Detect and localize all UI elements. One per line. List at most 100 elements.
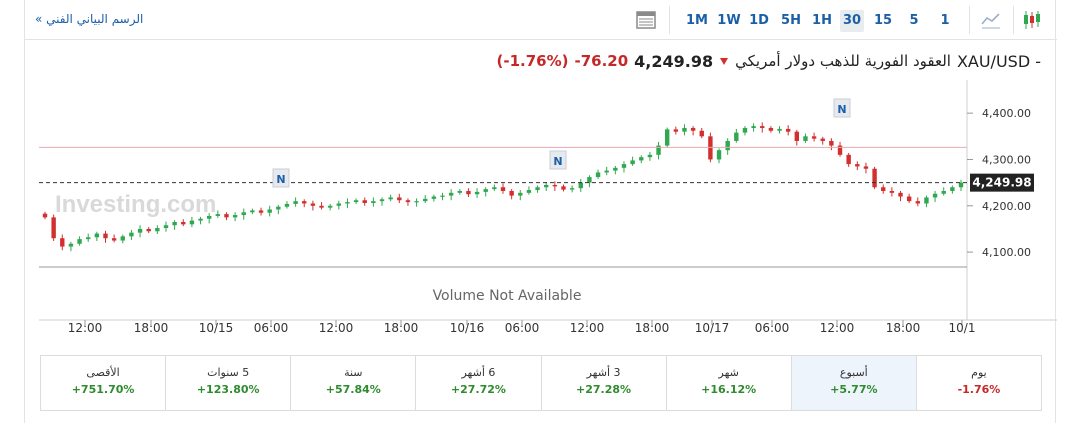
timeframe-1w[interactable]: 1W (717, 13, 741, 28)
candle-body (319, 205, 324, 208)
candles (42, 122, 964, 252)
performance-bar: الأقصى +751.70% 5 سنوات +123.80% سنة +57.84% 6… (40, 355, 1042, 411)
candle-body (155, 228, 160, 232)
x-tick-label: 10/15 (199, 321, 234, 335)
candle-body (103, 233, 108, 239)
candle-body (544, 184, 549, 188)
candle-body (353, 200, 359, 203)
y-tick-label: 4,200.00 (982, 200, 1031, 213)
timeframe-1[interactable]: 1 (940, 13, 950, 28)
candle-body (742, 127, 748, 133)
candle-body (276, 206, 281, 210)
performance-cell[interactable]: يوم -1.76% (917, 356, 1041, 410)
candle-body (198, 218, 203, 221)
y-axis: 4,400.00 4,300.00 4,200.00 4,100.00 (967, 107, 1031, 259)
candle-body (561, 186, 566, 190)
performance-cell[interactable]: 5 سنوات +123.80% (166, 356, 292, 410)
performance-value: -1.76% (957, 383, 1001, 396)
candle-body (302, 201, 307, 204)
candle-body (578, 182, 583, 189)
performance-period-label: شهر (718, 366, 739, 379)
candle-body (604, 170, 609, 173)
news-marker-label: N (553, 155, 562, 168)
volume-not-available: Volume Not Available (433, 288, 582, 304)
news-marker-label: N (276, 173, 285, 186)
performance-value: +57.84% (325, 383, 381, 396)
change-percent: (-1.76%) (496, 52, 569, 70)
performance-value: +16.12% (701, 383, 757, 396)
candle-body (846, 154, 851, 165)
line-chart-icon[interactable] (980, 9, 1002, 31)
candle-body (250, 210, 255, 213)
candle-body (863, 166, 869, 169)
candle-body (94, 233, 100, 238)
candle-body (639, 157, 644, 161)
x-tick-label: 18:00 (384, 321, 419, 335)
instrument-name: العقود الفورية للذهب دولار أمريكي (735, 52, 951, 70)
x-tick-label: 18:00 (134, 321, 169, 335)
candle-body (232, 215, 238, 218)
performance-cell[interactable]: أسبوع +5.77% (791, 356, 917, 410)
candle-body (267, 209, 272, 213)
candle-body (552, 184, 558, 187)
performance-period-label: يوم (971, 366, 987, 379)
candle-body (86, 237, 91, 240)
candle-body (526, 190, 532, 193)
timeframe-15[interactable]: 15 (873, 13, 893, 28)
table-icon[interactable] (635, 9, 657, 31)
candle-body (881, 187, 886, 191)
performance-period-label: 5 سنوات (207, 366, 250, 379)
timeframe-1h[interactable]: 1H (812, 13, 832, 28)
candle-body (932, 193, 938, 198)
candle-body (362, 200, 367, 204)
candle-body (500, 187, 506, 191)
candle-body (837, 145, 843, 155)
candlestick-icon[interactable] (1021, 9, 1043, 31)
candle-body (51, 217, 56, 239)
candle-body (336, 203, 342, 206)
timeframe-5h[interactable]: 5H (781, 13, 801, 28)
candle-body (414, 201, 419, 203)
timeframe-1d[interactable]: 1D (749, 13, 769, 28)
candle-body (950, 187, 955, 191)
candle-body (872, 168, 877, 188)
change-value: -76.20 (574, 52, 629, 70)
last-price-label: 4,249.98 (972, 176, 1031, 190)
timeframe-1m[interactable]: 1M (686, 13, 708, 28)
candle-body (941, 190, 946, 194)
candle-body (760, 126, 765, 128)
technical-chart-link[interactable]: الرسم البياني الفني » (35, 12, 144, 26)
candle-body (129, 232, 134, 237)
reference-lines: 4,249.98 (39, 146, 1034, 192)
performance-cell[interactable]: شهر +16.12% (667, 356, 792, 410)
performance-value: +27.28% (576, 383, 632, 396)
candle-body (492, 187, 497, 190)
candle-body (457, 190, 462, 193)
candle-body (699, 130, 704, 137)
candle-body (535, 187, 540, 191)
candle-body (241, 212, 246, 216)
performance-cell[interactable]: 6 أشهر +27.72% (416, 356, 542, 410)
candle-body (77, 239, 82, 244)
timeframe-5[interactable]: 5 (909, 13, 919, 28)
x-tick-label: 12:00 (570, 321, 605, 335)
candle-body (682, 127, 687, 132)
candle-body (829, 140, 834, 146)
candle-body (405, 200, 411, 203)
candle-body (163, 225, 169, 229)
candle-body (397, 197, 402, 201)
news-markers: N N N (272, 98, 851, 188)
candle-body (60, 238, 65, 247)
performance-cell[interactable]: سنة +57.84% (291, 356, 417, 410)
candle-body (664, 129, 670, 146)
candle-body (915, 201, 920, 204)
performance-cell[interactable]: الأقصى +751.70% (41, 356, 167, 410)
price-chart[interactable]: Investing.com 4,249.98 N N N 4,400.00 4,300… (25, 80, 1057, 350)
timeframe-30[interactable]: 30 (840, 10, 864, 32)
y-tick-label: 4,100.00 (982, 246, 1031, 259)
candle-body (189, 220, 195, 225)
performance-cell[interactable]: 3 أشهر +27.28% (542, 356, 667, 410)
candle-body (647, 154, 653, 158)
performance-value: +751.70% (71, 383, 135, 396)
candle-body (751, 126, 756, 128)
